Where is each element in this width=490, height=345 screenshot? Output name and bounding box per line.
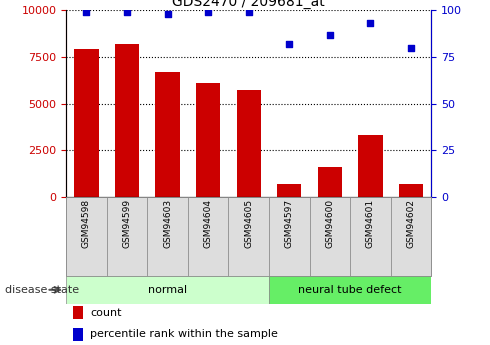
Text: GSM94598: GSM94598 [82, 199, 91, 248]
Point [164, 11, 171, 17]
Bar [188, 197, 228, 276]
Point [82, 9, 90, 15]
Bar [66, 276, 269, 304]
Bar [74, 328, 83, 341]
Text: GSM94600: GSM94600 [325, 199, 334, 248]
Text: GSM94603: GSM94603 [163, 199, 172, 248]
Point [204, 9, 212, 15]
Text: percentile rank within the sample: percentile rank within the sample [90, 329, 278, 339]
Title: GDS2470 / 209681_at: GDS2470 / 209681_at [172, 0, 325, 9]
Bar [269, 197, 310, 276]
Text: GSM94605: GSM94605 [244, 199, 253, 248]
Bar [310, 197, 350, 276]
Bar [74, 306, 83, 319]
Text: GSM94601: GSM94601 [366, 199, 375, 248]
Bar [269, 276, 431, 304]
Bar [155, 72, 180, 197]
Text: count: count [90, 308, 122, 318]
Bar [228, 197, 269, 276]
Bar [350, 197, 391, 276]
Point [407, 45, 415, 50]
Text: GSM94597: GSM94597 [285, 199, 294, 248]
Text: GSM94604: GSM94604 [204, 199, 213, 248]
Point [285, 41, 293, 47]
Bar [318, 167, 342, 197]
Text: neural tube defect: neural tube defect [298, 285, 402, 295]
Bar [147, 197, 188, 276]
Bar [107, 197, 147, 276]
Bar [277, 184, 301, 197]
Point [367, 21, 374, 26]
Bar [391, 197, 431, 276]
Point [123, 9, 131, 15]
Bar [196, 83, 220, 197]
Bar [399, 184, 423, 197]
Text: GSM94599: GSM94599 [122, 199, 131, 248]
Bar [74, 49, 98, 197]
Text: normal: normal [148, 285, 187, 295]
Text: GSM94602: GSM94602 [406, 199, 416, 248]
Point [245, 9, 253, 15]
Bar [358, 135, 383, 197]
Bar [115, 44, 139, 197]
Point [326, 32, 334, 37]
Text: disease state: disease state [5, 285, 79, 295]
Bar [237, 90, 261, 197]
Bar [66, 197, 107, 276]
